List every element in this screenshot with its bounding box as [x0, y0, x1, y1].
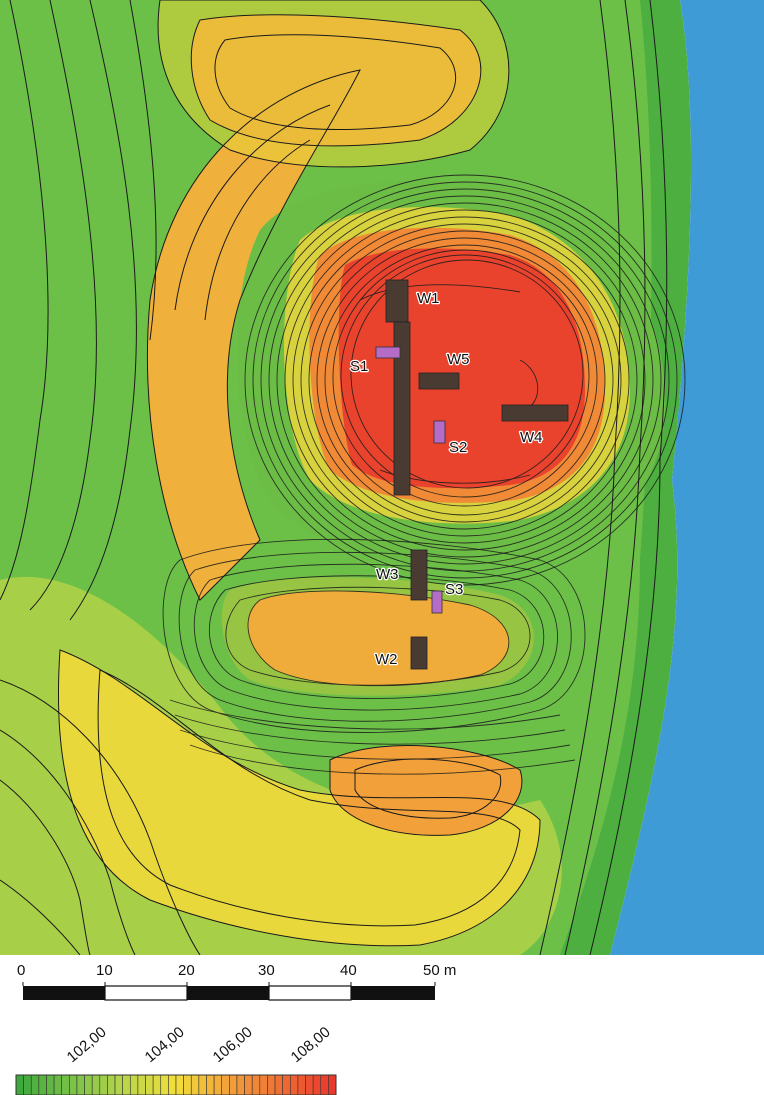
legend-swatch: [84, 1074, 93, 1095]
scale-seg-1: [23, 986, 105, 1000]
scale-tick-30: 30: [258, 962, 275, 979]
legend-swatch: [289, 1074, 299, 1095]
trench-w1-long: [393, 321, 411, 496]
trench-w3: [410, 549, 428, 601]
water-body: [610, 0, 764, 955]
legend-swatch: [213, 1074, 223, 1095]
label-w5: W5: [447, 351, 470, 368]
legend-swatch: [107, 1074, 116, 1095]
plateau-contours: [244, 174, 686, 586]
legend-frame: [15, 1074, 337, 1095]
legend-swatch: [61, 1074, 70, 1095]
label-s3: S3: [445, 581, 463, 598]
elevation-contour-map: W1 S1 W5 W4 S2 W3 S3 W2: [0, 0, 764, 955]
legend-swatch: [160, 1074, 169, 1095]
legend-swatch: [236, 1074, 245, 1095]
zone-orange-west-arc: [147, 70, 360, 600]
legend-swatch: [312, 1074, 322, 1095]
scale-seg-2: [104, 985, 188, 1001]
legend-swatch: [76, 1074, 85, 1095]
legend-swatch: [23, 1074, 32, 1095]
trench-w2: [410, 636, 428, 670]
label-s2: S2: [449, 439, 467, 456]
legend-color-ramp: [15, 1074, 337, 1095]
legend-tick-102: 102,00: [64, 1024, 110, 1067]
trenches: [385, 279, 569, 670]
scale-seg-4: [268, 985, 352, 1001]
legend-swatch: [30, 1074, 40, 1095]
legend-swatch: [175, 1074, 184, 1095]
trench-w4: [501, 404, 569, 422]
sondage-s2: [433, 420, 446, 444]
legend-swatch: [320, 1074, 329, 1095]
legend-tick-106: 106,00: [210, 1024, 256, 1067]
label-w1: W1: [417, 290, 440, 307]
label-w3: W3: [376, 566, 399, 583]
legend-swatch: [53, 1074, 63, 1095]
scale-tick-50m: 50 m: [423, 962, 456, 979]
elevation-zones: [0, 0, 692, 955]
scale-bar: 0 10 20 30 40 50 m: [17, 962, 456, 1001]
legend-swatch: [244, 1074, 253, 1095]
zone-yellow-terrace: [221, 577, 534, 696]
legend-swatch: [206, 1074, 215, 1095]
legend-swatch: [198, 1074, 207, 1095]
legend-swatch: [129, 1074, 139, 1095]
scale-tick-40: 40: [340, 962, 357, 979]
legend-swatch: [46, 1074, 55, 1095]
label-w4: W4: [520, 429, 543, 446]
legend-swatch: [297, 1074, 306, 1095]
legend-swatch: [328, 1074, 337, 1095]
scale-tick-0: 0: [17, 962, 25, 979]
scale-seg-5: [351, 986, 435, 1000]
legend-swatch: [251, 1074, 261, 1095]
legend-swatch: [38, 1074, 47, 1095]
trench-w1: [385, 279, 409, 323]
sondage-s1: [375, 346, 401, 359]
scale-tick-20: 20: [178, 962, 195, 979]
trench-w5: [418, 372, 460, 390]
legend-swatch: [190, 1074, 200, 1095]
scale-seg-3: [187, 986, 269, 1000]
zone-orange-terrace: [248, 590, 509, 686]
terrace-contours: [162, 538, 586, 775]
map-labels: W1 S1 W5 W4 S2 W3 S3 W2: [349, 289, 544, 669]
legend-swatch: [274, 1074, 283, 1095]
legend-tick-108: 108,00: [288, 1024, 334, 1067]
legend-swatch: [221, 1074, 230, 1095]
label-w2: W2: [375, 651, 398, 668]
legend-swatch: [137, 1074, 146, 1095]
map-footer: 0 10 20 30 40 50 m 102,00 104,00 106,00 …: [15, 962, 456, 1095]
zone-yellow-north: [158, 0, 509, 167]
legend-swatch: [122, 1074, 131, 1095]
zone-yellow-south: [58, 650, 540, 946]
legend-swatch: [99, 1074, 108, 1095]
sondage-s3: [431, 590, 443, 614]
legend-swatch: [145, 1074, 154, 1095]
legend-swatch: [267, 1074, 276, 1095]
legend-swatch: [259, 1074, 268, 1095]
legend-swatch: [15, 1074, 24, 1095]
elevation-legend: 102,00 104,00 106,00 108,00: [15, 1024, 337, 1095]
legend-swatch: [114, 1074, 123, 1095]
scale-tick-10: 10: [96, 962, 113, 979]
legend-swatch: [168, 1074, 177, 1095]
sondages: [375, 346, 446, 614]
legend-swatch: [152, 1074, 162, 1095]
legend-swatch: [229, 1074, 238, 1095]
legend-tick-104: 104,00: [142, 1024, 188, 1067]
legend-swatch: [91, 1074, 101, 1095]
legend-swatch: [305, 1074, 314, 1095]
label-s1: S1: [350, 358, 368, 375]
legend-swatch: [69, 1074, 78, 1095]
legend-swatch: [183, 1074, 192, 1095]
legend-swatch: [282, 1074, 291, 1095]
